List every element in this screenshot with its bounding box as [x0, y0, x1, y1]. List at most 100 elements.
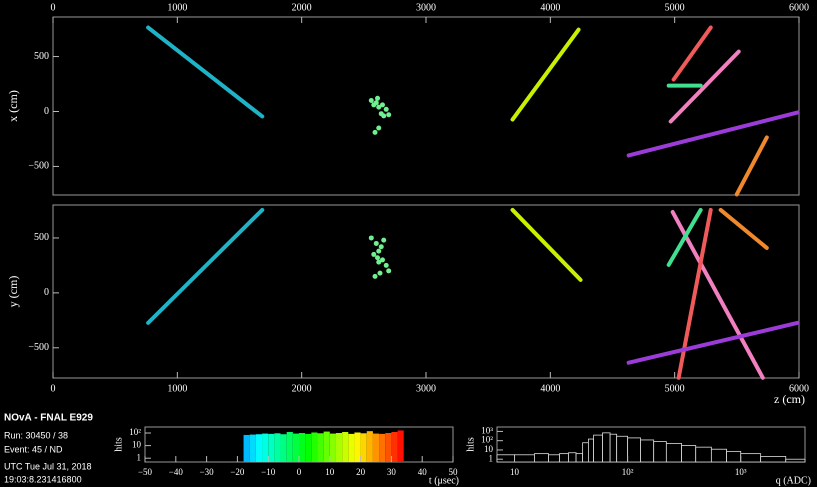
hist-bar: [549, 455, 560, 462]
x-tick-label: 6000: [789, 2, 809, 13]
hit: [386, 268, 391, 273]
hist-bar: [311, 432, 317, 462]
hist-bar: [385, 433, 391, 462]
x-tick-label: −40: [169, 467, 184, 477]
hist-bar: [576, 454, 583, 462]
x-axis-label: q (ADC): [776, 475, 811, 486]
hist-bar: [610, 434, 617, 462]
hist-bar: [287, 432, 293, 462]
hit: [381, 113, 386, 118]
y-axis-label: hits: [113, 437, 124, 452]
hist-bar: [628, 438, 641, 462]
hit: [381, 238, 386, 243]
hist-bar: [244, 435, 250, 462]
x-tick-label: 3000: [416, 2, 436, 13]
x-tick-label: −50: [138, 467, 153, 477]
hit: [379, 244, 384, 249]
x-tick-label: 30: [387, 467, 397, 477]
hist-bar: [682, 446, 696, 462]
hist-bar: [348, 434, 354, 462]
x-tick-label: 40: [418, 467, 428, 477]
hist-bar: [568, 453, 576, 462]
hist-bar: [336, 433, 342, 462]
x-tick-label: 4000: [540, 2, 560, 13]
hist-bar: [256, 434, 262, 462]
x-axis-label: z (cm): [774, 392, 805, 406]
hit: [380, 102, 385, 107]
hist-bar: [603, 433, 611, 462]
y-tick-label: 10³: [481, 425, 493, 435]
x-tick-label: 1000: [167, 2, 187, 13]
x-tick-label: 10³: [735, 467, 747, 477]
hist-bar: [398, 430, 404, 462]
x-axis-label: t (μsec): [429, 475, 459, 486]
x-tick-label: 4000: [540, 383, 560, 394]
hist-bar: [281, 434, 287, 462]
hist-bar: [654, 442, 667, 462]
hist-bar: [666, 443, 681, 462]
hist-bar: [342, 432, 348, 462]
hist-bar: [354, 432, 360, 462]
hist-bar: [324, 432, 330, 462]
x-tick-label: 10: [325, 467, 335, 477]
y-axis-label: y (cm): [6, 276, 20, 308]
x-tick-label: 0: [51, 383, 56, 394]
info-title: NOvA - FNAL E929: [4, 413, 93, 424]
hit: [376, 249, 381, 254]
hist-bar: [583, 443, 589, 462]
hist-bar: [379, 434, 385, 462]
hist-bar: [373, 434, 379, 462]
hist-bar: [534, 454, 548, 462]
info-date: UTC Tue Jul 31, 2018: [4, 461, 92, 471]
hist-bar: [250, 435, 256, 462]
hit: [377, 271, 382, 276]
y-tick-label: 10²: [481, 435, 493, 445]
x-tick-label: −10: [261, 467, 276, 477]
hist-bar: [727, 451, 741, 462]
y-tick-label: 1: [137, 452, 142, 462]
hit: [373, 274, 378, 279]
x-tick-label: −20: [230, 467, 245, 477]
hit: [376, 125, 381, 130]
hist-bar: [560, 454, 569, 462]
hist-bar: [274, 433, 280, 462]
hit: [375, 96, 380, 101]
x-tick-label: 10²: [622, 467, 634, 477]
y-tick-label: 10: [132, 440, 142, 450]
hit: [374, 241, 379, 246]
hit: [384, 263, 389, 268]
hist-bar: [317, 433, 323, 462]
y-tick-label: 1: [489, 453, 494, 463]
y-tick-label: 0: [44, 287, 49, 298]
hit: [371, 102, 376, 107]
hist-bar: [330, 434, 336, 462]
hit: [386, 112, 391, 117]
x-tick-label: 2000: [292, 2, 312, 13]
hist-bar: [741, 454, 761, 462]
y-tick-label: 500: [34, 51, 49, 62]
hist-bar: [497, 455, 515, 462]
hist-bar: [711, 449, 726, 462]
hist-bar: [299, 433, 305, 462]
hist-bar: [391, 432, 397, 462]
hist-bar: [696, 447, 712, 462]
hist-bar: [515, 455, 535, 462]
x-tick-label: −30: [200, 467, 215, 477]
y-tick-label: −500: [28, 342, 49, 353]
hist-bar: [594, 435, 603, 462]
hist-bar: [588, 439, 593, 462]
hist-bar: [293, 434, 299, 462]
info-run: Run: 30450 / 38: [4, 430, 68, 440]
hist-bar: [617, 436, 628, 462]
x-tick-label: 5000: [665, 2, 685, 13]
info-time: 19:03:8.231416800: [4, 474, 82, 484]
hist-bar: [268, 434, 274, 462]
y-tick-label: 0: [44, 106, 49, 117]
x-tick-label: 2000: [292, 383, 312, 394]
x-tick-label: 20: [356, 467, 366, 477]
y-axis-label: x (cm): [6, 90, 20, 122]
hit: [376, 260, 381, 265]
x-tick-label: 0: [297, 467, 302, 477]
x-tick-label: 5000: [665, 383, 685, 394]
hist-bar: [262, 434, 268, 462]
